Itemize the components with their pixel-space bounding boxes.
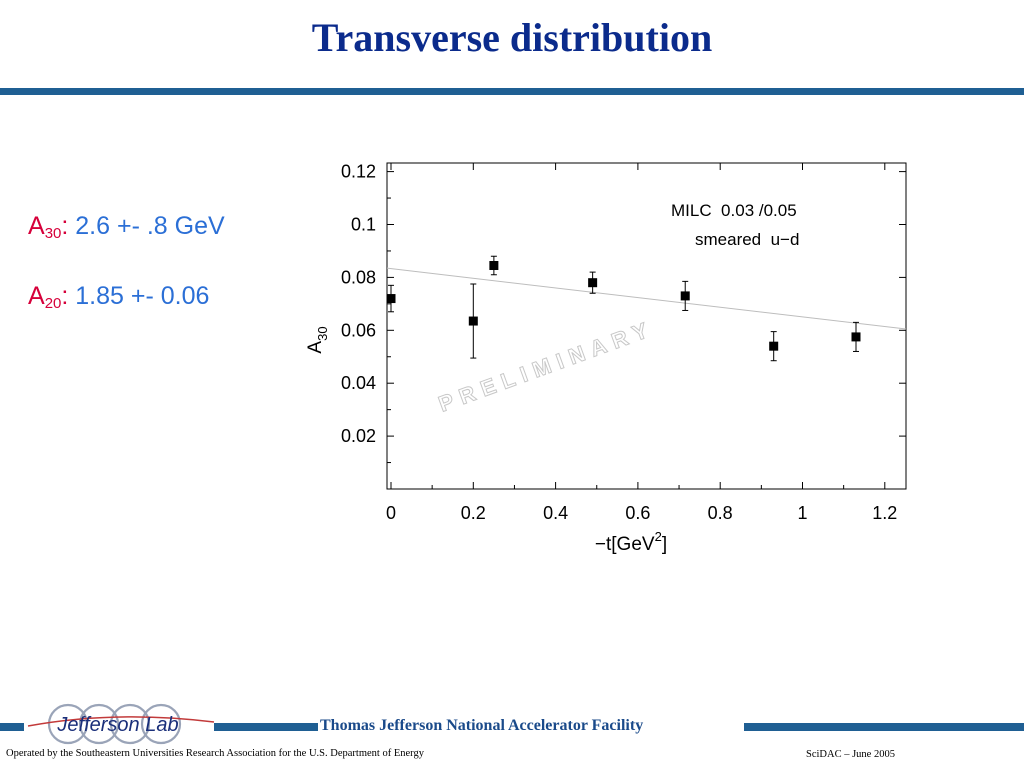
data-point (588, 271, 598, 294)
y-tick-label: 0.1 (351, 215, 376, 235)
x-axis-label-sup: 2 (655, 529, 662, 544)
logo-ring (140, 703, 182, 745)
data-point (680, 280, 690, 311)
point-marker (468, 316, 478, 326)
watermark: PRELIMINARY (435, 315, 659, 417)
logo-text: Jefferson Lab (56, 714, 178, 736)
x-axis-label-main: −t[GeV (595, 534, 655, 555)
point-marker (489, 260, 499, 270)
a30-chart: 0 0.2 0.4 0.6 0.8 1 1.2 0.02 0.04 0.06 0.08 0.1 0.12… (305, 162, 907, 555)
point-marker (851, 332, 861, 342)
point-marker (386, 294, 396, 304)
legend-line-2: smeared u−d (695, 230, 799, 249)
data-point (386, 284, 396, 313)
x-tick-label: 0.8 (708, 503, 733, 523)
facility-name: Thomas Jefferson National Accelerator Fa… (320, 717, 644, 734)
data-point (851, 321, 861, 352)
param-a20-letter: A (28, 282, 45, 310)
logo-swoosh (27, 716, 215, 727)
param-a30: A30: 2.6 +- .8 GeV (28, 212, 225, 242)
x-tick-label: 0.6 (625, 503, 650, 523)
y-axis-label-sub: 30 (315, 326, 330, 340)
point-marker (769, 341, 779, 351)
x-tick-label: 1.2 (872, 503, 897, 523)
x-axis-label-end: ] (662, 534, 667, 555)
y-tick-label: 0.08 (341, 267, 376, 287)
point-marker (588, 278, 598, 288)
plot-frame (386, 162, 907, 490)
y-tick-label: 0.12 (341, 162, 376, 182)
x-tick-label: 0.4 (543, 503, 568, 523)
param-a30-symbol: A30: (28, 212, 69, 242)
logo-ring (78, 703, 120, 745)
data-points (386, 255, 861, 362)
jefferson-lab-logo: Jefferson Lab (27, 703, 215, 745)
logo-ring (109, 703, 151, 745)
param-a30-subscript: 30 (44, 225, 62, 242)
param-a20-value: 1.85 +- 0.06 (75, 282, 210, 310)
slide-title: Transverse distribution (311, 15, 713, 60)
point-marker (680, 291, 690, 301)
title-divider (0, 88, 1024, 95)
y-axis-label: A30 (305, 326, 330, 353)
y-tick-label: 0.06 (341, 320, 376, 340)
x-tick-label: 1 (797, 503, 807, 523)
param-a30-value: 2.6 +- .8 GeV (75, 212, 225, 240)
footer-rule-middle (214, 723, 318, 731)
param-a20-symbol: A20: (28, 282, 69, 312)
preliminary-watermark: PRELIMINARY (435, 315, 658, 416)
y-tick-label: 0.02 (341, 426, 376, 446)
param-a20: A20: 1.85 +- 0.06 (28, 282, 209, 312)
x-axis-label: −t[GeV2] (595, 529, 667, 555)
param-a30-colon: : (61, 212, 69, 240)
y-axis-label-main: A (305, 341, 326, 354)
data-point (769, 331, 779, 362)
event-label: SciDAC – June 2005 (806, 749, 895, 760)
param-a20-colon: : (61, 282, 69, 310)
param-a30-letter: A (28, 212, 45, 240)
fit-line (386, 267, 907, 330)
legend-line-1: MILC 0.03 /0.05 (671, 201, 797, 220)
operated-by-text: Operated by the Southeastern Universitie… (6, 748, 424, 759)
data-point (489, 255, 499, 276)
logo-ring (47, 703, 89, 745)
x-tick-label: 0 (386, 503, 396, 523)
x-tick-label: 0.2 (461, 503, 486, 523)
data-point (468, 283, 478, 359)
param-a20-subscript: 20 (44, 295, 62, 312)
axis-ticks: 0 0.2 0.4 0.6 0.8 1 1.2 0.02 0.04 0.06 0.08 0.1 0.12 (341, 162, 906, 523)
footer-rule-left (0, 723, 24, 731)
y-tick-label: 0.04 (341, 373, 376, 393)
footer-rule-right (744, 723, 1024, 731)
